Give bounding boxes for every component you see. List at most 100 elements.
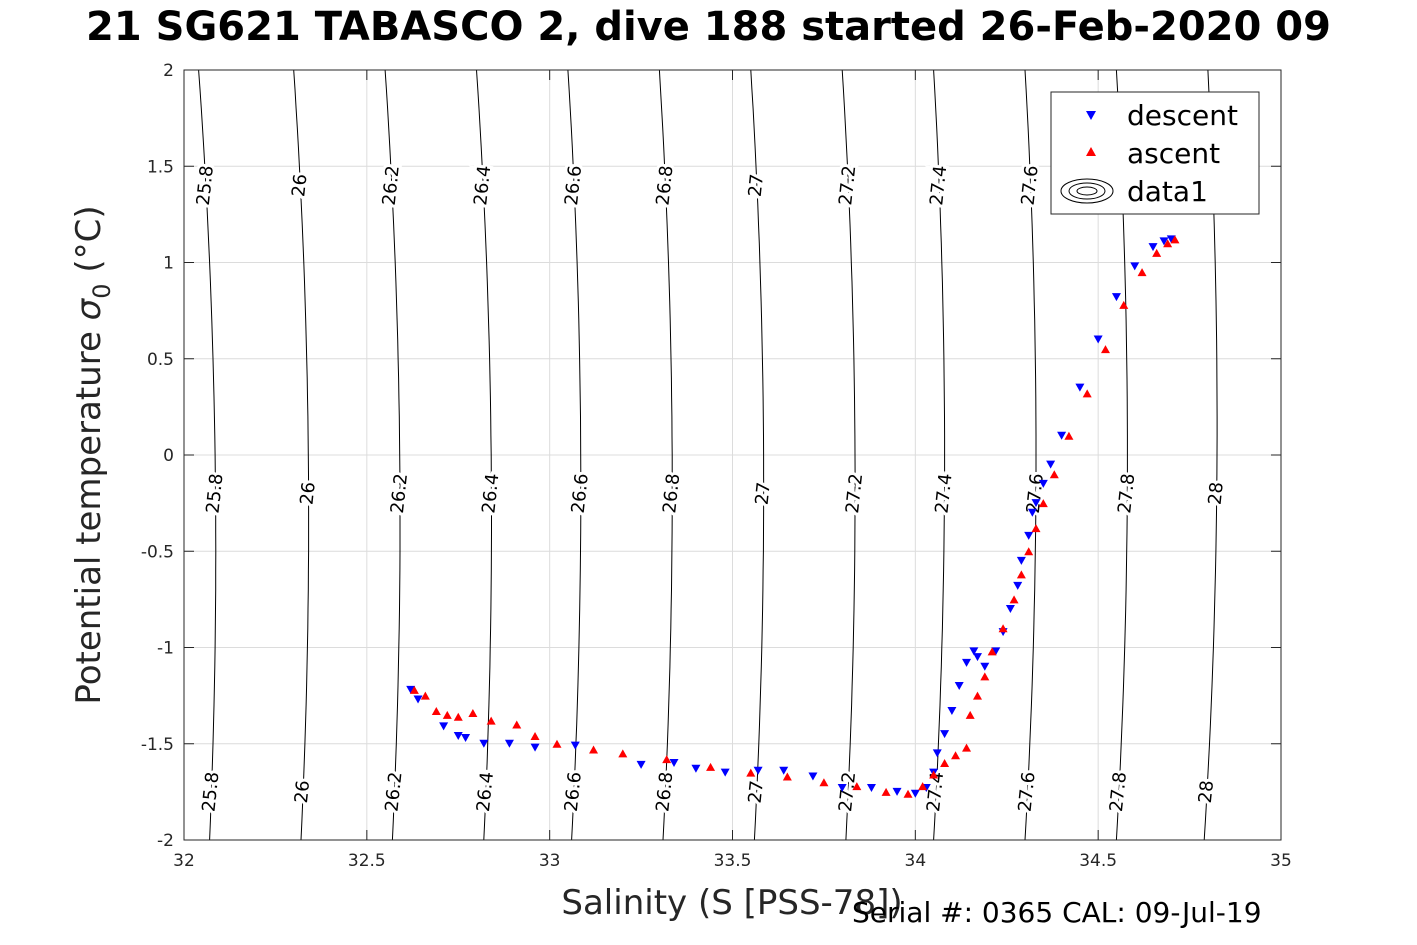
descent-point [1027, 508, 1037, 517]
ascent-point [1049, 470, 1059, 479]
descent-point [837, 784, 847, 793]
ascent-point [746, 768, 756, 777]
descent-point [779, 766, 789, 775]
descent-point [980, 662, 990, 671]
y-axis-label-symbol: σ [69, 297, 109, 320]
descent-point [808, 772, 818, 781]
ascent-point [1152, 248, 1162, 257]
ascent-point [1064, 431, 1074, 440]
density-contour-label: 28 [1195, 779, 1218, 804]
descent-point [1130, 262, 1140, 271]
axis-ticks [183, 69, 1282, 841]
density-contour-label: 26 [291, 779, 314, 804]
density-contour-line [658, 70, 673, 840]
descent-point [406, 685, 416, 694]
y-tick-label: 1.5 [147, 157, 174, 177]
descent-point [962, 658, 972, 667]
y-axis-label-main: Potential temperature [69, 320, 109, 704]
density-contour-label: 27 [752, 481, 775, 506]
density-contour-label: 25.8 [198, 771, 223, 813]
y-tick-label: -2 [157, 831, 174, 851]
ascent-point [1082, 389, 1092, 398]
ascent-point [618, 749, 628, 758]
density-contour-line [476, 70, 492, 840]
ascent-point [1016, 570, 1026, 579]
density-contour-label: 26.4 [470, 164, 495, 206]
serial-calibration-note: Serial #: 0365 CAL: 09-Jul-19 [852, 896, 1262, 929]
y-axis-label-subscript: 0 [88, 283, 116, 298]
descent-point [940, 730, 950, 739]
y-tick-label: -0.5 [141, 542, 174, 562]
density-contours [198, 70, 1218, 840]
x-tick-labels: 32 32.5 33 33.5 34 34.5 35 [173, 851, 1292, 871]
ascent-point [589, 745, 599, 754]
descent-point [1031, 499, 1041, 508]
y-tick-label: 2 [163, 61, 174, 81]
descent-point [1005, 605, 1015, 613]
ascent-point [1100, 345, 1110, 354]
y-tick-label: -1 [157, 639, 174, 659]
ascent-point [998, 624, 1008, 633]
descent-point [1024, 531, 1034, 540]
descent-point [720, 768, 730, 777]
density-contour-line [384, 70, 401, 840]
density-contour-label: 27.6 [1018, 164, 1043, 206]
density-contour-line [841, 70, 856, 840]
descent-point [1159, 237, 1169, 246]
density-contour-label: 27.2 [842, 472, 867, 514]
density-contour-label: 27.4 [931, 472, 956, 514]
descent-point [991, 647, 1001, 656]
descent-point [910, 789, 920, 798]
descent-point [866, 784, 876, 793]
legend-descent-label: descent [1127, 99, 1238, 132]
ascent-point [1024, 547, 1034, 556]
descent-point [479, 739, 489, 748]
density-contour-label: 26.2 [381, 771, 406, 813]
ascent-point [530, 732, 540, 741]
density-contour-label: 26.6 [568, 472, 593, 514]
chart-title: 21 SG621 TABASCO 2, dive 188 started 26-… [86, 4, 1331, 50]
descent-point [530, 743, 540, 752]
descent-point [1075, 383, 1085, 392]
descent-point [691, 764, 701, 773]
descent-point [461, 733, 471, 742]
ascent-point [972, 691, 982, 700]
descent-point [1093, 335, 1103, 344]
descent-point [504, 739, 514, 748]
descent-point [413, 695, 423, 704]
density-contour-label: 26.2 [387, 472, 412, 514]
density-contour-label: 27.2 [835, 164, 860, 206]
ascent-point [852, 782, 862, 791]
density-contour-label: 28 [1205, 481, 1228, 506]
ascent-point [819, 778, 829, 787]
descent-point [1016, 556, 1026, 565]
density-contour-label: 26.8 [652, 771, 677, 813]
descent-point [1057, 431, 1067, 440]
legend-data1-contour-icon [1060, 178, 1114, 204]
data-points [406, 235, 1180, 798]
legend-data1-label: data1 [1127, 175, 1208, 208]
legend-ascent-marker [1086, 147, 1096, 156]
x-tick-label: 32.5 [348, 851, 386, 871]
descent-point [439, 722, 449, 731]
descent-point [636, 760, 646, 769]
legend-box [1050, 91, 1260, 215]
ascent-point [1170, 235, 1180, 244]
ascent-point [1163, 239, 1173, 248]
ascent-point [940, 759, 950, 767]
ascent-point [987, 647, 997, 656]
density-contour-label: 27.6 [1023, 472, 1048, 514]
density-contour-label: 25.8 [202, 472, 227, 514]
legend: descent ascent data1 [1050, 91, 1260, 215]
ascent-point [782, 772, 792, 781]
density-contour-label: 25.8 [193, 164, 218, 206]
x-tick-label: 33 [539, 851, 561, 871]
descent-point [570, 741, 580, 750]
ascent-point [962, 743, 972, 752]
ascent-point [706, 762, 716, 771]
density-contour-label: 27.8 [1114, 472, 1139, 514]
density-contour-label: 27.8 [1106, 771, 1131, 813]
y-tick-label: 1 [163, 254, 174, 274]
descent-point [892, 787, 902, 796]
